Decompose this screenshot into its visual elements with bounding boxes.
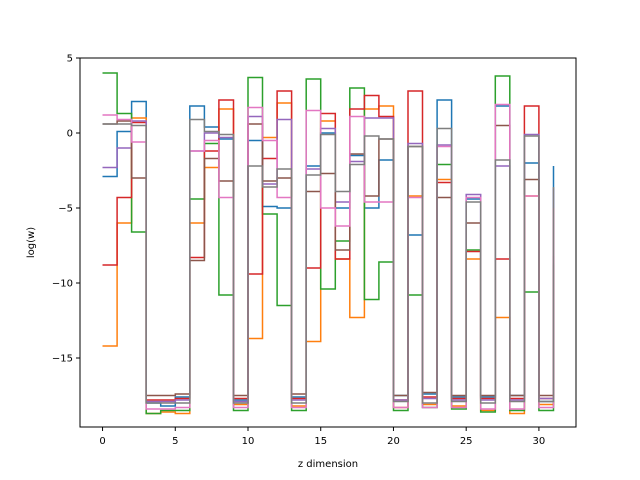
series-line-7 — [102, 103, 555, 410]
ticks: 0 5 10 15 20 25 30 5 0 −5 −10 −15 — [52, 54, 545, 448]
x-tick-label: 10 — [242, 436, 255, 447]
y-axis-label: log(w) — [26, 227, 37, 258]
x-tick-label: 0 — [99, 436, 105, 447]
x-tick-label: 25 — [460, 436, 473, 447]
plot-lines — [102, 72, 555, 415]
x-tick-label: 20 — [387, 436, 400, 447]
x-axis-label: z dimension — [298, 459, 358, 470]
series-line-8 — [102, 118, 555, 404]
y-tick-label: 5 — [67, 54, 73, 65]
y-tick-label: −10 — [52, 279, 73, 290]
y-tick-label: −15 — [52, 354, 73, 365]
x-tick-label: 30 — [533, 436, 546, 447]
y-tick-label: 0 — [67, 129, 73, 140]
y-tick-label: −5 — [58, 204, 73, 215]
x-tick-label: 15 — [314, 436, 327, 447]
plot-frame — [79, 57, 577, 428]
x-tick-label: 5 — [172, 436, 178, 447]
